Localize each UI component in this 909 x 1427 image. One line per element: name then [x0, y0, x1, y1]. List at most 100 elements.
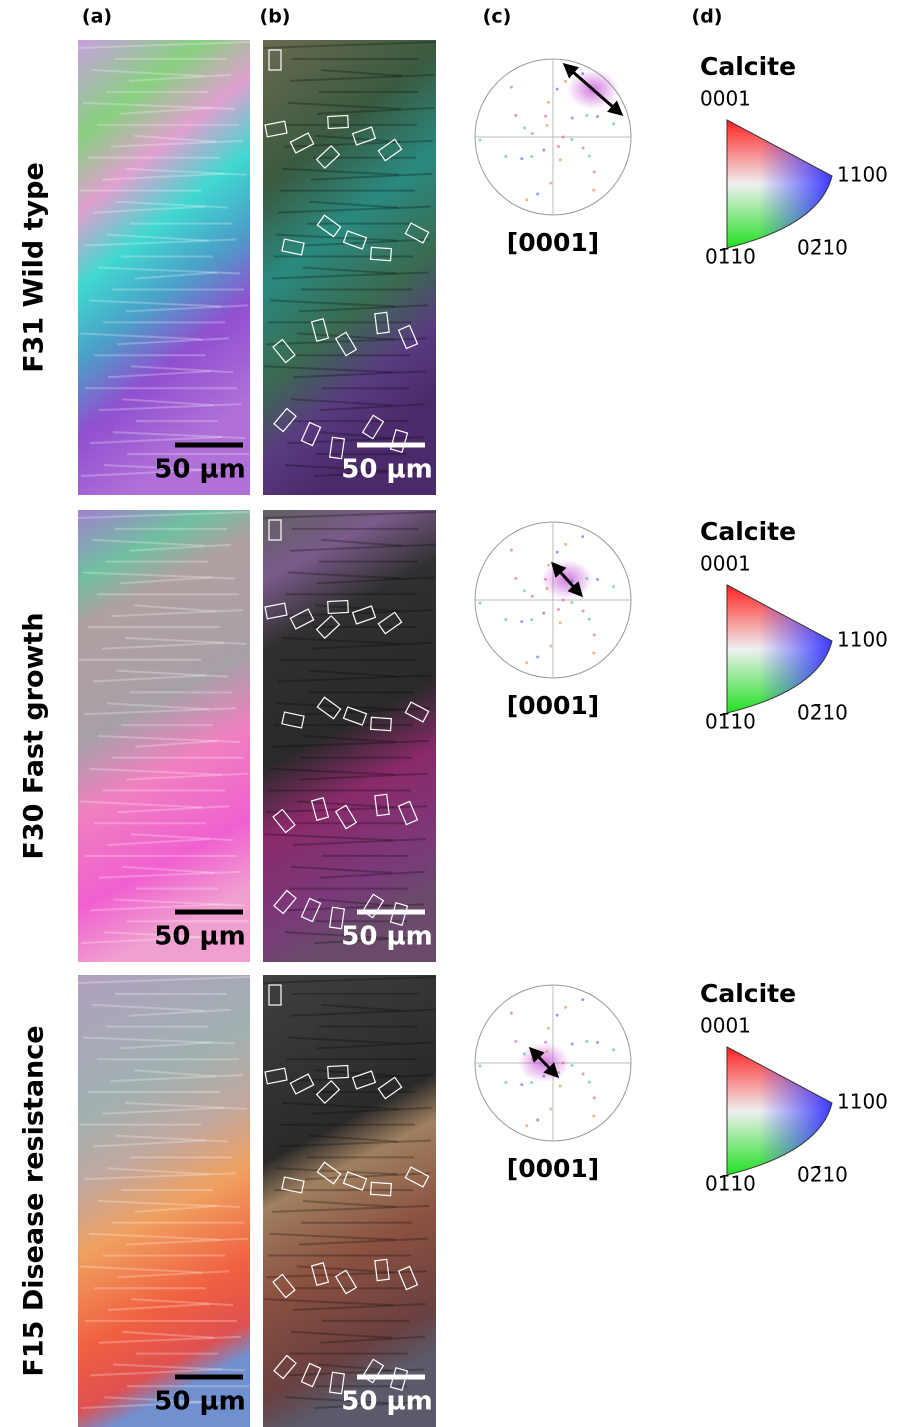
key-index: 1100	[837, 163, 888, 187]
pole-point	[549, 644, 552, 647]
pole-point	[582, 1072, 585, 1075]
scale-bar-label: 50 µm	[341, 922, 432, 952]
pole-point	[556, 1014, 559, 1017]
pole-point	[564, 543, 567, 546]
pole-point	[544, 578, 547, 581]
pole-point	[571, 116, 574, 119]
pole-point	[479, 601, 482, 604]
pole-point	[523, 126, 526, 129]
pole-point	[542, 1075, 545, 1078]
pole-point	[531, 132, 534, 135]
pole-point	[530, 155, 533, 158]
pole-point	[514, 1040, 517, 1043]
pole-point	[525, 661, 528, 664]
pole-point	[582, 609, 585, 612]
key-index: 0001	[700, 1014, 751, 1038]
pole-point	[510, 1012, 513, 1015]
scale-bar-label: 50 µm	[341, 1387, 432, 1417]
pole-point	[570, 138, 573, 141]
pole-point	[588, 1081, 591, 1084]
key-index: 1100	[837, 1090, 888, 1114]
pole-point	[592, 652, 595, 655]
key-index: 0001	[700, 552, 751, 576]
figure: (a) (b) (c) (d) F31 Wild type 50 µm 50 µm [0001…	[0, 0, 909, 1427]
pole-point	[562, 136, 565, 139]
key-index: 02̄10	[797, 701, 848, 725]
pole-point	[593, 1096, 596, 1099]
pole-point	[593, 170, 596, 173]
row-label: F15 Disease resistance	[19, 1025, 50, 1376]
pole-point	[520, 620, 523, 623]
scale-bar-label: 50 µm	[154, 922, 245, 952]
pole-point	[546, 1050, 549, 1053]
pole-point	[588, 155, 591, 158]
pole-point	[536, 655, 539, 658]
pole-point	[531, 595, 534, 598]
pole-point	[581, 998, 584, 1001]
scale-bar-label: 50 µm	[154, 455, 245, 485]
pole-point	[514, 577, 517, 580]
pole-point	[592, 1115, 595, 1118]
pole-point	[592, 189, 595, 192]
pole-point	[536, 1118, 539, 1121]
key-index: 02̄10	[797, 236, 848, 260]
pole-point	[542, 149, 545, 152]
pole-point	[525, 198, 528, 201]
pole-point	[612, 122, 615, 125]
key-title: Calcite	[700, 979, 796, 1008]
key-index: 02̄10	[797, 1163, 848, 1187]
pole-point	[581, 72, 584, 75]
pole-point	[557, 145, 560, 148]
color-key	[727, 120, 832, 248]
pole-label: [0001]	[507, 228, 599, 257]
pole-point	[544, 1041, 547, 1044]
color-key	[727, 585, 832, 713]
pole-point	[530, 1081, 533, 1084]
scale-bar-label: 50 µm	[154, 1387, 245, 1417]
pole-point	[593, 633, 596, 636]
pole-point	[588, 618, 591, 621]
pole-point	[585, 114, 588, 117]
key-index: 1100	[837, 628, 888, 652]
pole-point	[525, 1124, 528, 1127]
pole-point	[549, 1107, 552, 1110]
panel-label: (c)	[483, 6, 512, 28]
pole-point	[612, 585, 615, 588]
pole-point	[504, 1081, 507, 1084]
pole-point	[531, 1058, 534, 1061]
pole-point	[504, 618, 507, 621]
pole-point	[504, 155, 507, 158]
panel-label: (d)	[692, 6, 723, 28]
key-index: 01̄10	[705, 710, 756, 734]
pole-point	[559, 158, 562, 161]
panels: (a) (b) (c) (d) F31 Wild type 50 µm 50 µm [0001…	[19, 6, 888, 1427]
pole-point	[570, 601, 573, 604]
pole-point	[585, 577, 588, 580]
pole-point	[549, 181, 552, 184]
row-label: F31 Wild type	[19, 162, 50, 373]
pole-point	[564, 80, 567, 83]
pole-point	[559, 621, 562, 624]
key-title: Calcite	[700, 517, 796, 546]
pole-point	[510, 549, 513, 552]
pole-point	[556, 551, 559, 554]
panel-label: (b)	[260, 6, 291, 28]
pole-point	[585, 1040, 588, 1043]
pole-point	[582, 146, 585, 149]
pole-point	[557, 608, 560, 611]
pole-point	[547, 101, 550, 104]
color-key	[727, 1047, 832, 1175]
pole-point	[520, 157, 523, 160]
pole-point	[544, 115, 547, 118]
pole-point	[570, 1064, 573, 1067]
pole-point	[596, 578, 599, 581]
pole-point	[564, 1006, 567, 1009]
pole-point	[479, 138, 482, 141]
key-index: 01̄10	[705, 1172, 756, 1196]
pole-point	[571, 1042, 574, 1045]
pole-point	[523, 1052, 526, 1055]
pole-point	[510, 86, 513, 89]
pole-point	[546, 124, 549, 127]
pole-point	[559, 1084, 562, 1087]
panel-label: (a)	[82, 6, 112, 28]
